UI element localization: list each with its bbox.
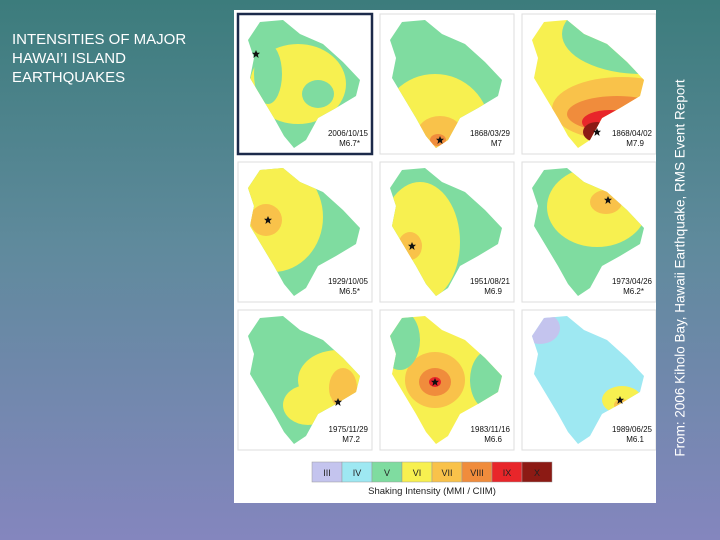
epicenter — [252, 50, 260, 58]
event-date: 1929/10/05 — [328, 277, 369, 286]
intensity-zone — [254, 44, 282, 104]
intensity-zone — [390, 316, 420, 370]
intensity-zone — [302, 80, 334, 108]
event-date: 2006/10/15 — [328, 129, 369, 138]
event-date: 1983/11/16 — [471, 425, 511, 434]
event-magnitude: M6.9 — [484, 287, 502, 296]
slide-title: INTENSITIES OF MAJOR HAWAI’I ISLAND EART… — [12, 30, 186, 87]
legend-swatch — [521, 461, 553, 483]
event-date: 1973/04/26 — [612, 277, 653, 286]
epicenter — [264, 216, 272, 224]
event-magnitude: M6.5* — [339, 287, 360, 296]
epicenter — [408, 242, 416, 250]
title-line: INTENSITIES OF MAJOR — [12, 31, 187, 48]
figure: 2006/10/15M6.7*1868/03/29M71868/04/02M7.… — [234, 10, 656, 503]
legend-caption: Shaking Intensity (MMI / CIIM) — [368, 486, 496, 497]
epicenter — [616, 396, 624, 404]
event-magnitude: M6.7* — [339, 139, 360, 148]
event-magnitude: M7.9 — [626, 139, 644, 148]
event-date: 1868/03/29 — [470, 129, 511, 138]
event-magnitude: M7 — [491, 139, 503, 148]
event-magnitude: M6.1 — [626, 435, 644, 444]
event-date: 1989/06/25 — [612, 425, 653, 434]
legend-label: VII — [441, 468, 452, 478]
title-line: EARTHQUAKES — [12, 69, 126, 86]
intensity-zone — [532, 316, 560, 344]
legend-label: VI — [413, 468, 422, 478]
legend-label: V — [384, 468, 390, 478]
epicenter — [334, 398, 342, 406]
source-note: From: 2006 Kiholo Bay, Hawaii Earthquake… — [672, 79, 688, 457]
event-date: 1868/04/02 — [612, 129, 653, 138]
epicenter — [593, 128, 601, 136]
event-magnitude: M6.6 — [484, 435, 502, 444]
legend-label: IX — [503, 468, 512, 478]
event-date: 1975/11/29 — [329, 425, 369, 434]
epicenter — [431, 378, 439, 386]
title-line: HAWAI’I ISLAND — [12, 50, 126, 67]
epicenter — [604, 196, 612, 204]
legend-label: IV — [353, 468, 362, 478]
legend-label: X — [534, 468, 540, 478]
event-date: 1951/08/21 — [470, 277, 511, 286]
epicenter — [436, 136, 444, 144]
legend-label: III — [323, 468, 331, 478]
event-magnitude: M7.2 — [342, 435, 360, 444]
event-magnitude: M6.2* — [623, 287, 644, 296]
legend-label: VIII — [470, 468, 484, 478]
